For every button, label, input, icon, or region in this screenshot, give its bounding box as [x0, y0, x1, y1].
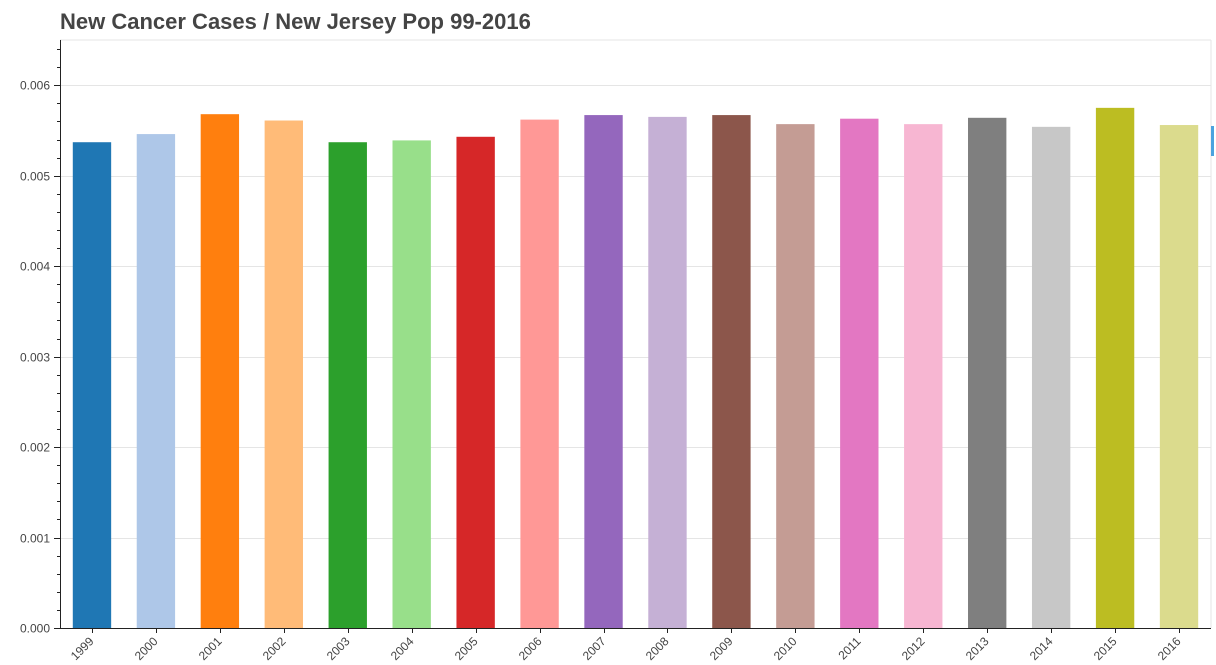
- axes: [60, 40, 1211, 629]
- bar-2007: [584, 115, 623, 628]
- x-tick-label: 2014: [1027, 634, 1056, 663]
- x-tick-label: 2015: [1091, 634, 1120, 663]
- x-tick-label: 2002: [260, 634, 289, 663]
- bar-1999: [72, 142, 112, 628]
- bar-2001: [200, 114, 240, 629]
- bar-2003: [328, 142, 367, 628]
- x-tick-label: 2003: [324, 634, 353, 663]
- bar-2005: [456, 136, 495, 629]
- x-tick-label: 2005: [452, 634, 481, 663]
- bar-2013: [968, 117, 1007, 629]
- y-tick-label: 0.000: [20, 622, 50, 636]
- bar-2012: [904, 124, 943, 628]
- bar-2009: [712, 115, 751, 628]
- x-tick-label: 2013: [963, 634, 992, 663]
- bar-2014: [1031, 126, 1071, 628]
- bar-2010: [776, 124, 815, 628]
- x-tick-label: 2009: [707, 634, 736, 663]
- bar-2008: [648, 116, 687, 628]
- y-tick-label: 0.002: [20, 441, 50, 455]
- bar-2000: [136, 134, 176, 628]
- y-tick-label: 0.006: [20, 79, 50, 93]
- x-tick-label: 2008: [643, 634, 672, 663]
- bar-2016: [1159, 125, 1199, 628]
- x-tick-label: 1999: [68, 634, 97, 663]
- bar-2006: [520, 119, 559, 629]
- bar-2004: [392, 140, 431, 628]
- x-axis-ticks: 1999 2000 2001 2002 2003 2004 2005 2006 2007 2008…: [68, 628, 1184, 663]
- x-tick-label: 2016: [1155, 634, 1184, 663]
- y-tick-label: 0.003: [20, 351, 50, 365]
- x-tick-label: 2006: [516, 634, 545, 663]
- y-tick-label: 0.005: [20, 170, 50, 184]
- x-tick-label: 2011: [835, 634, 863, 662]
- bar-2015: [1095, 107, 1135, 629]
- bar-2011: [840, 118, 879, 628]
- y-tick-label: 0.004: [20, 260, 50, 274]
- gridlines: [60, 39, 1212, 628]
- side-handle[interactable]: [1211, 126, 1214, 156]
- chart-title: New Cancer Cases / New Jersey Pop 99-201…: [60, 9, 531, 34]
- x-tick-label: 2001: [196, 634, 225, 663]
- bars: [72, 107, 1199, 629]
- bar-2002: [264, 120, 303, 628]
- x-tick-label: 2000: [132, 634, 161, 663]
- x-tick-label: 2004: [388, 634, 417, 663]
- y-tick-label: 0.001: [20, 532, 50, 546]
- x-tick-label: 2012: [899, 634, 928, 663]
- x-tick-label: 2010: [771, 634, 800, 663]
- y-axis-ticks: 0.000 0.001 0.002 0.003 0.004 0.005 0.006: [20, 49, 60, 636]
- x-tick-label: 2007: [580, 634, 609, 663]
